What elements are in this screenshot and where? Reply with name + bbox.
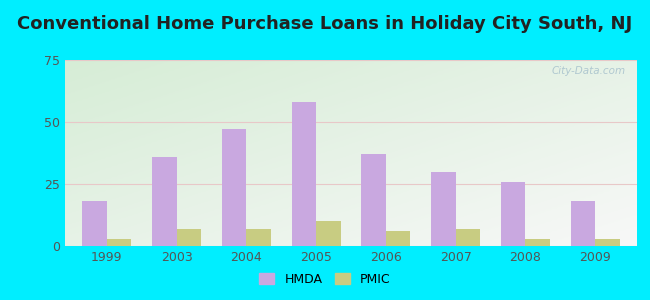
Bar — [83, 201, 107, 246]
Bar — [222, 129, 246, 246]
Text: Conventional Home Purchase Loans in Holiday City South, NJ: Conventional Home Purchase Loans in Holi… — [18, 15, 632, 33]
Bar — [431, 172, 456, 246]
Bar — [571, 201, 595, 246]
Bar — [177, 229, 201, 246]
Bar — [386, 231, 410, 246]
Bar — [525, 238, 550, 246]
Bar — [292, 102, 316, 246]
Bar — [152, 157, 177, 246]
Bar — [456, 229, 480, 246]
Bar — [501, 182, 525, 246]
Text: City-Data.com: City-Data.com — [551, 66, 625, 76]
Bar — [107, 238, 131, 246]
Legend: HMDA, PMIC: HMDA, PMIC — [254, 268, 396, 291]
Bar — [246, 229, 271, 246]
Bar — [316, 221, 341, 246]
Bar — [361, 154, 386, 246]
Bar — [595, 238, 619, 246]
